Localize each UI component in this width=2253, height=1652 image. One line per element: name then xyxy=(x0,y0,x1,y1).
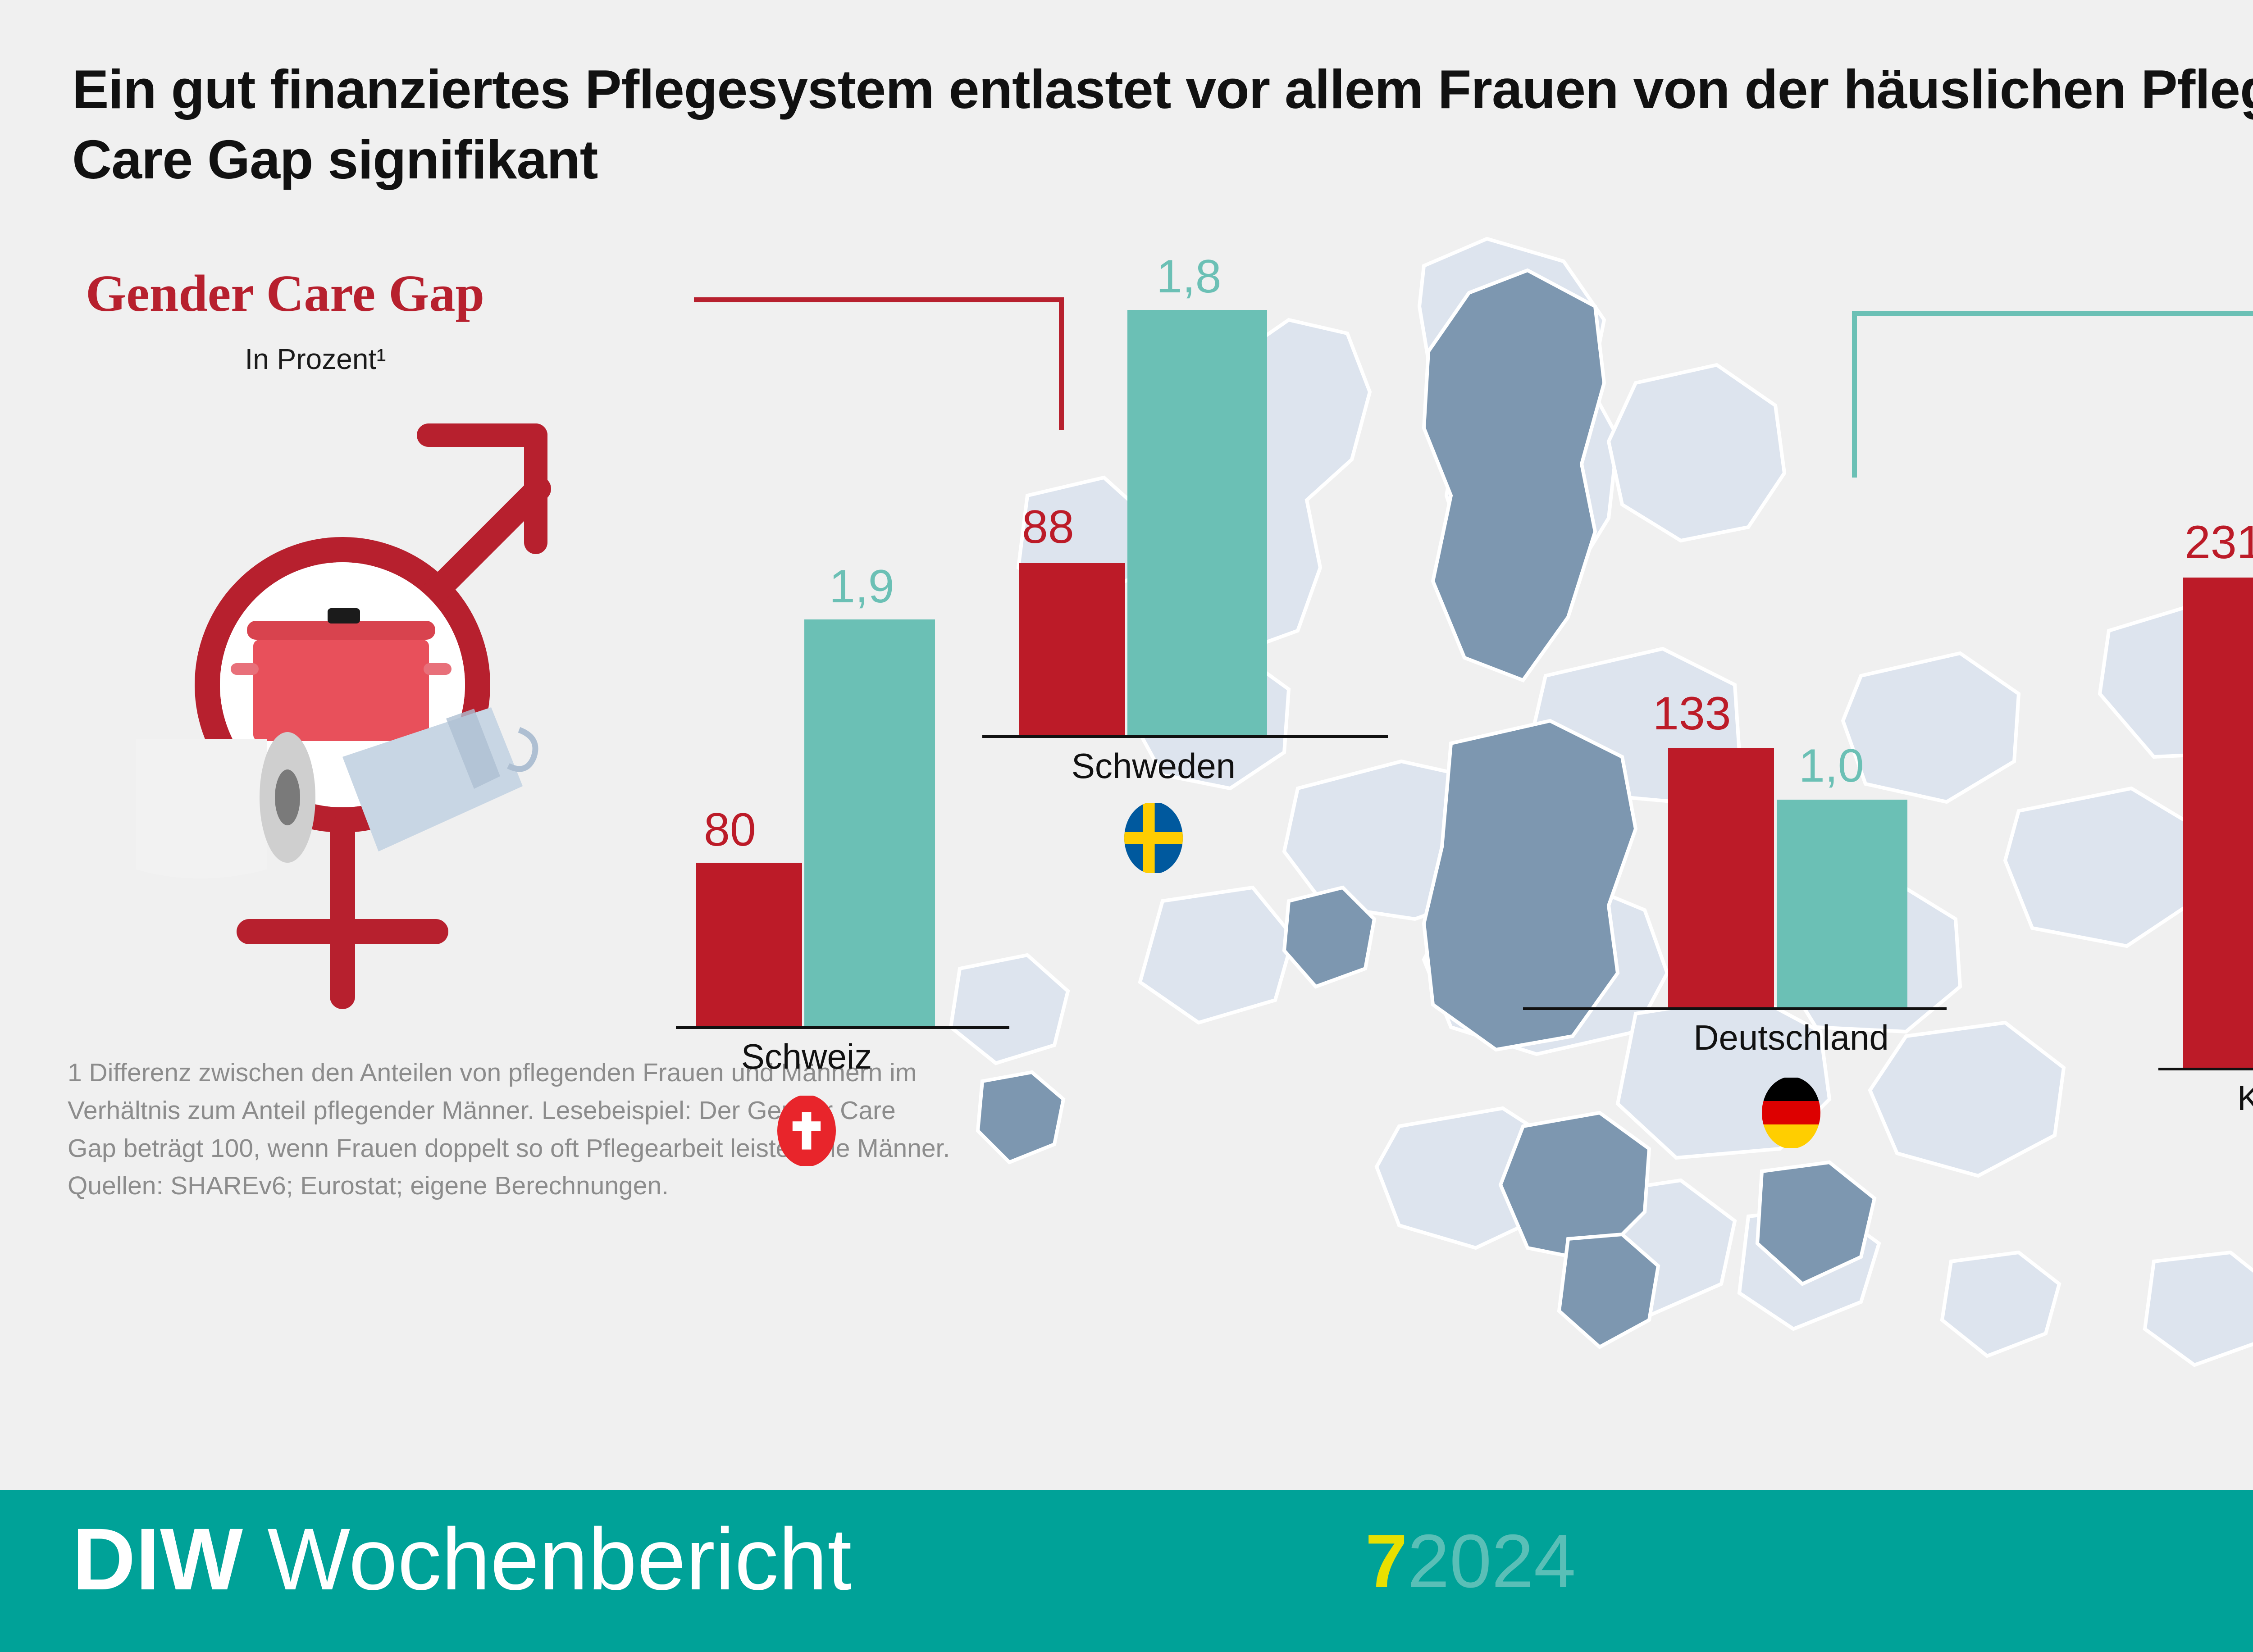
baseline-schweden xyxy=(982,735,1388,738)
europe-map xyxy=(892,225,2253,1419)
value-schweiz-gap: 80 xyxy=(704,804,756,856)
left-legend-subtitle: In Prozent¹ xyxy=(245,343,386,375)
left-legend-connector-line xyxy=(694,297,1063,302)
bar-kroatien-gap xyxy=(2183,578,2253,1068)
bar-schweden-spend xyxy=(1127,310,1267,735)
country-label-schweiz: Schweiz xyxy=(741,1037,872,1076)
left-legend-connector-drop xyxy=(1059,297,1064,430)
value-schweden-gap: 88 xyxy=(1022,501,1074,553)
flag-switzerland-icon xyxy=(777,1095,836,1167)
baseline-schweiz xyxy=(676,1026,1009,1029)
banner-title: DIW Wochenbericht xyxy=(72,1509,852,1610)
country-label-kroatien: Kroatien xyxy=(2237,1078,2253,1118)
flag-sweden-icon xyxy=(1124,802,1183,874)
value-deutschland-gap: 133 xyxy=(1653,687,1731,740)
country-label-deutschland: Deutschland xyxy=(1693,1018,1889,1057)
issue-year: 2024 xyxy=(1407,1519,1576,1603)
bar-schweden-gap xyxy=(1019,563,1125,735)
baseline-deutschland xyxy=(1523,1007,1947,1010)
page-title: Ein gut finanziertes Pflegesystem entlas… xyxy=(72,59,2253,191)
bar-deutschland-gap xyxy=(1668,748,1774,1007)
gender-symbol-household-icon xyxy=(131,396,581,1027)
banner-title-rest: Wochenbericht xyxy=(243,1510,852,1608)
banner-title-bold: DIW xyxy=(72,1510,243,1608)
issue-number: 7 xyxy=(1365,1519,1408,1603)
left-legend-title: Gender Care Gap xyxy=(86,265,485,323)
right-legend-connector-drop xyxy=(1852,311,1857,478)
bottom-banner: DIW Wochenbericht 72024 DIW BERLIN xyxy=(0,1490,2253,1652)
country-label-schweden: Schweden xyxy=(1071,746,1236,786)
baseline-kroatien xyxy=(2158,1068,2253,1070)
flag-germany-icon xyxy=(1762,1077,1820,1149)
banner-issue: 72024 xyxy=(1365,1518,1576,1605)
value-kroatien-gap: 231 xyxy=(2185,516,2253,569)
right-legend-connector-line xyxy=(1852,311,2253,316)
bar-schweiz-spend xyxy=(804,619,935,1026)
value-schweden-spend: 1,8 xyxy=(1156,250,1222,303)
bar-deutschland-spend xyxy=(1777,800,1907,1007)
value-schweiz-spend: 1,9 xyxy=(829,560,894,613)
bar-schweiz-gap xyxy=(696,863,802,1026)
value-deutschland-spend: 1,0 xyxy=(1799,740,1864,792)
footnote-text: 1 Differenz zwischen den Anteilen von pf… xyxy=(68,1058,950,1201)
